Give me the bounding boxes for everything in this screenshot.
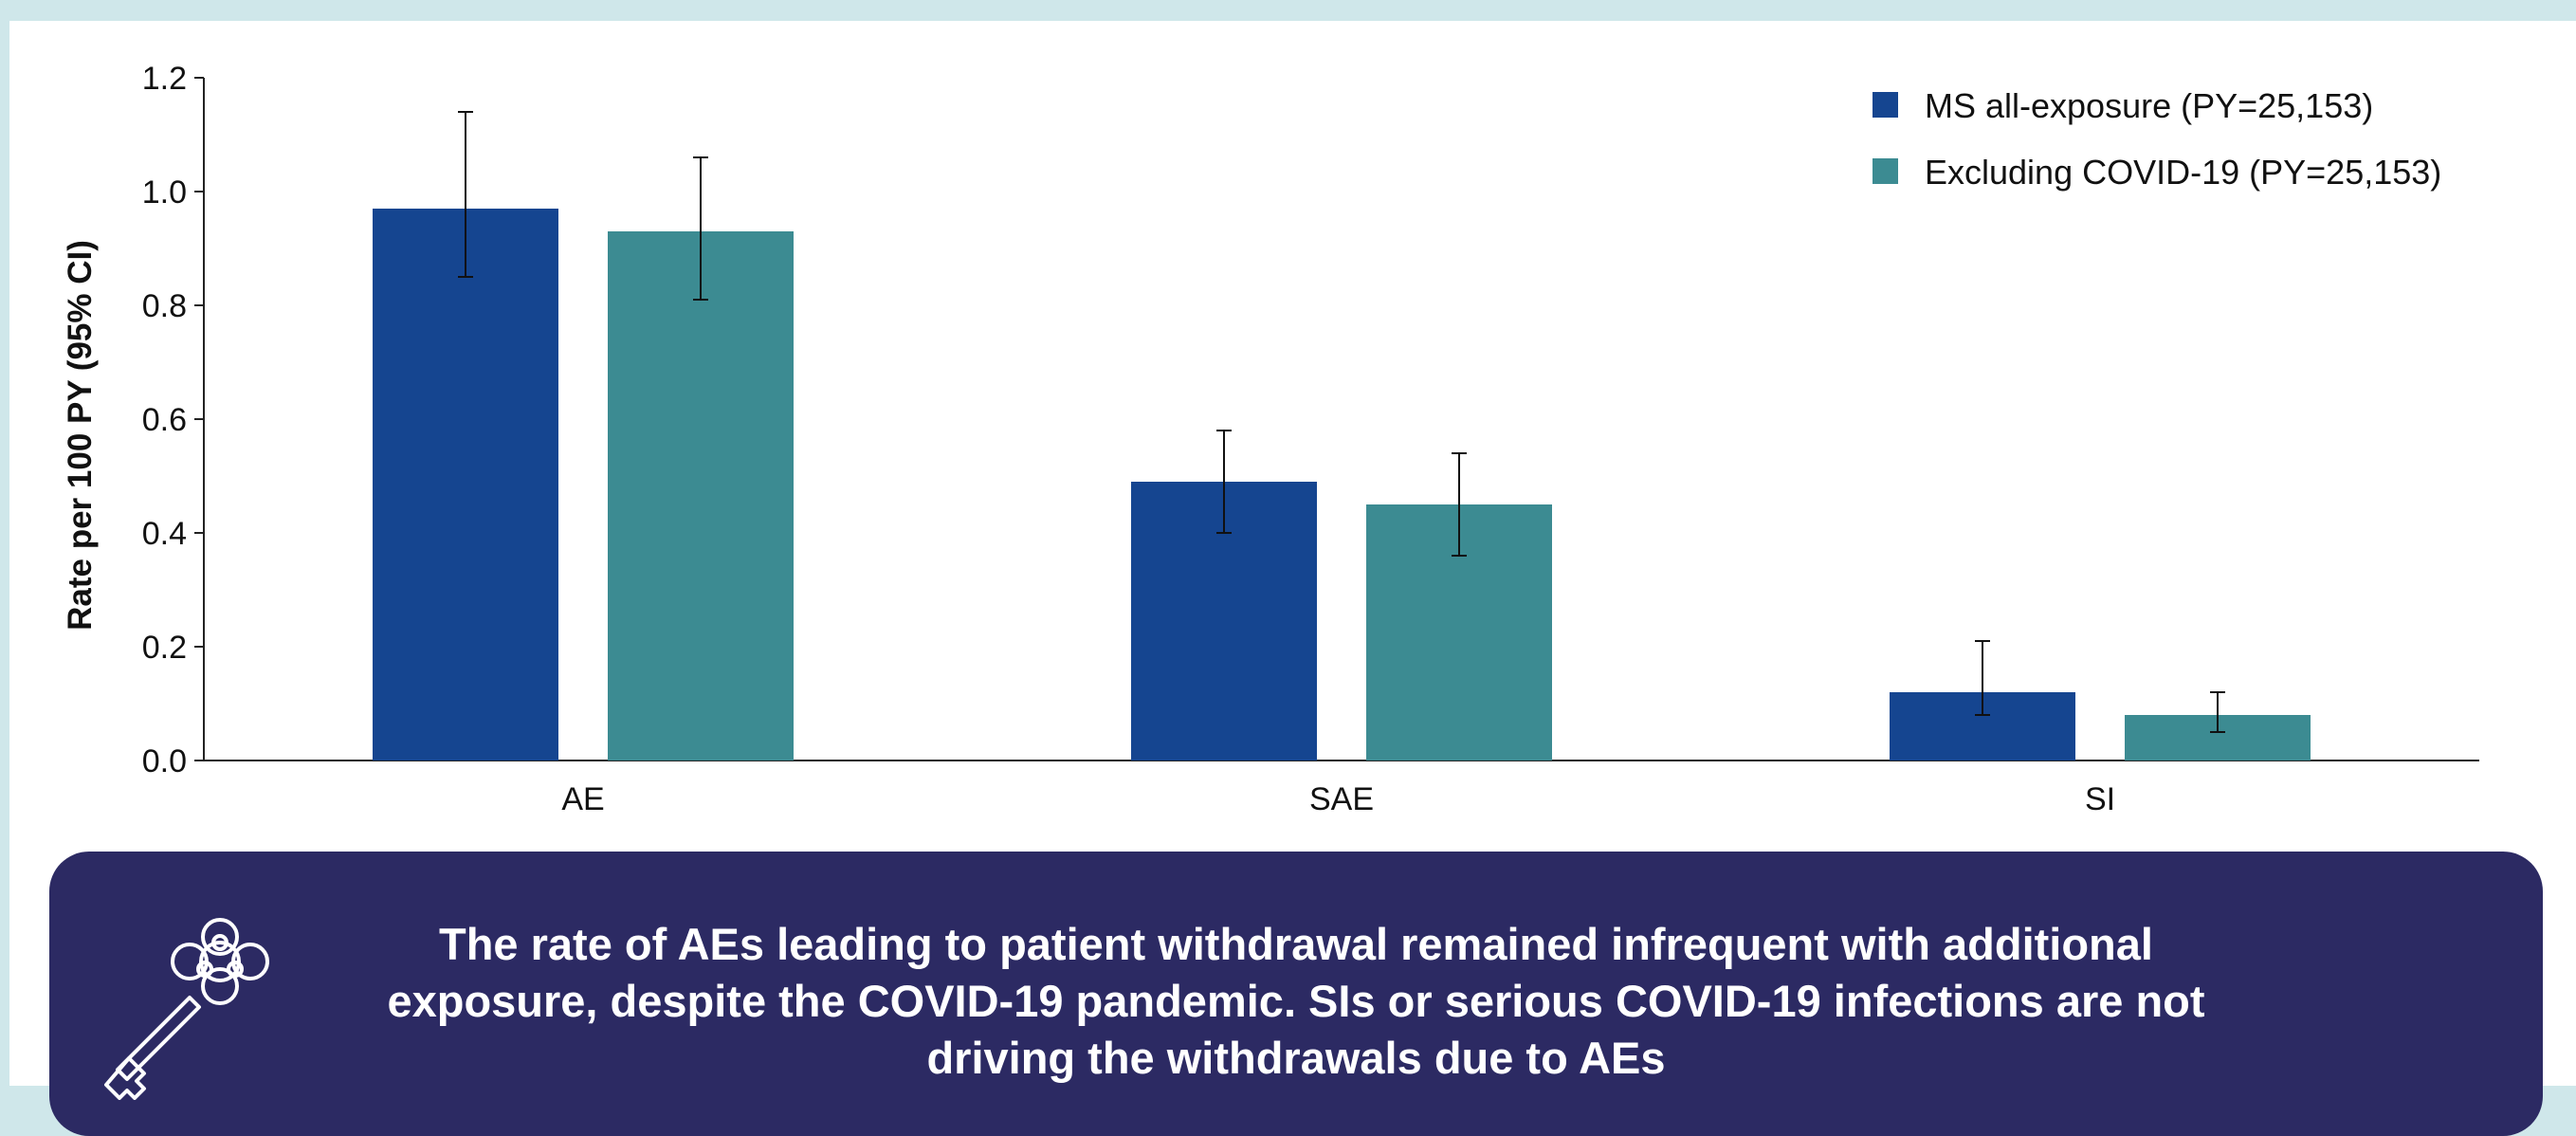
takeaway-text: The rate of AEs leading to patient withd… (387, 919, 2205, 1083)
x-tick-label: SI (2085, 781, 2115, 817)
bars (373, 209, 2311, 760)
bar-chart: 0.0 0.2 0.4 0.6 0.8 1.0 1.2 AE SAE SI Rate per 1… (62, 61, 2479, 817)
x-tick-label: AE (561, 781, 604, 817)
bar (373, 209, 558, 760)
legend: MS all-exposure (PY=25,153) Excluding COV… (1873, 86, 2441, 192)
y-tick-label: 0.8 (142, 288, 187, 324)
error-bars (458, 111, 2225, 733)
y-tick-label: 0.6 (142, 402, 187, 438)
x-axis: AE SAE SI (204, 760, 2479, 817)
legend-label: Excluding COVID-19 (PY=25,153) (1925, 153, 2441, 192)
y-axis-label: Rate per 100 PY (95% CI) (62, 240, 99, 631)
bar (608, 231, 794, 760)
y-tick-label: 1.2 (142, 61, 187, 97)
y-tick-label: 1.0 (142, 174, 187, 211)
y-tick-label: 0.0 (142, 743, 187, 779)
legend-swatch (1873, 92, 1898, 118)
y-tick-label: 0.4 (142, 516, 187, 552)
legend-label: MS all-exposure (PY=25,153) (1925, 86, 2373, 125)
y-tick-label: 0.2 (142, 630, 187, 666)
x-tick-label: SAE (1309, 781, 1374, 817)
key-icon (104, 918, 269, 1100)
y-axis: 0.0 0.2 0.4 0.6 0.8 1.0 1.2 (142, 61, 205, 779)
legend-swatch (1873, 158, 1898, 184)
takeaway-banner: The rate of AEs leading to patient withd… (49, 852, 2543, 1136)
